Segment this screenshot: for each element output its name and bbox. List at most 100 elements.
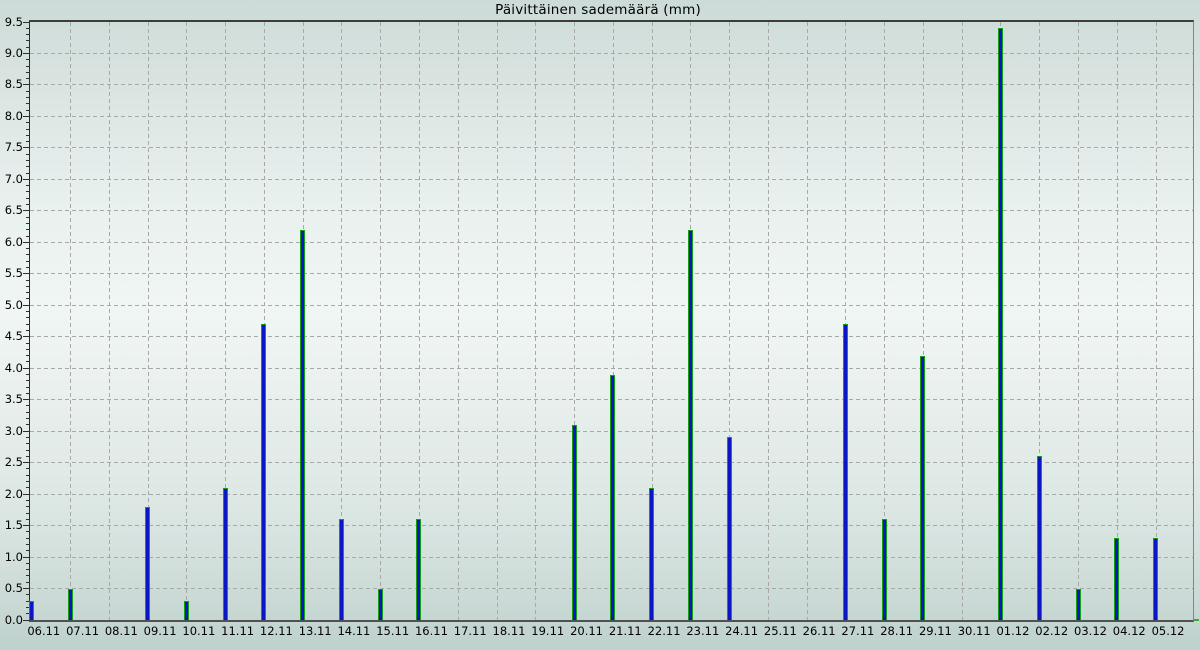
v-gridline bbox=[457, 22, 459, 620]
x-tick-label: 08.11 bbox=[104, 624, 138, 638]
y-tick-minor bbox=[26, 298, 29, 300]
bar bbox=[1114, 538, 1120, 620]
bar bbox=[881, 519, 887, 620]
x-tick-label: 18.11 bbox=[492, 624, 526, 638]
y-tick-minor bbox=[26, 103, 29, 105]
x-tick-label: 29.11 bbox=[918, 624, 952, 638]
y-tick-minor bbox=[26, 594, 29, 596]
y-tick-minor bbox=[26, 424, 29, 426]
bar bbox=[338, 519, 344, 620]
y-tick-major bbox=[23, 588, 29, 590]
y-tick-label: 5.0 bbox=[4, 297, 23, 312]
v-gridline bbox=[186, 22, 188, 620]
v-gridline bbox=[961, 22, 963, 620]
h-gridline bbox=[30, 367, 1193, 369]
y-tick-minor bbox=[26, 185, 29, 187]
y-tick-minor bbox=[26, 285, 29, 287]
v-gridline bbox=[496, 22, 498, 620]
y-tick-label: 9.0 bbox=[4, 45, 23, 60]
v-gridline bbox=[1078, 22, 1079, 620]
y-tick-minor bbox=[26, 46, 29, 48]
y-tick-label: 5.5 bbox=[4, 266, 23, 281]
y-tick-minor bbox=[26, 468, 29, 470]
y-tick-label: 6.5 bbox=[4, 203, 23, 218]
bar bbox=[610, 374, 616, 620]
y-tick-minor bbox=[26, 386, 29, 388]
y-tick-major bbox=[23, 52, 29, 54]
bar bbox=[920, 355, 926, 620]
x-tick-label: 19.11 bbox=[531, 624, 565, 638]
h-gridline bbox=[30, 273, 1193, 275]
y-tick-minor bbox=[26, 613, 29, 615]
y-tick-minor bbox=[26, 499, 29, 501]
v-gridline bbox=[1155, 22, 1157, 620]
y-tick-minor bbox=[26, 323, 29, 325]
y-tick-minor bbox=[26, 216, 29, 218]
bar bbox=[726, 437, 732, 620]
y-tick-label: 9.5 bbox=[4, 14, 23, 29]
y-tick-label: 7.0 bbox=[4, 171, 23, 186]
y-tick-label: 4.5 bbox=[4, 329, 23, 344]
y-tick-minor bbox=[26, 329, 29, 331]
x-tick-label: 24.11 bbox=[725, 624, 759, 638]
y-tick-major bbox=[23, 241, 29, 243]
y-tick-minor bbox=[26, 317, 29, 319]
y-tick-minor bbox=[26, 97, 29, 99]
x-tick-label: 01.12 bbox=[996, 624, 1030, 638]
baseline-green-segment bbox=[1193, 619, 1199, 621]
y-tick-major bbox=[23, 493, 29, 495]
y-tick-minor bbox=[26, 122, 29, 124]
h-gridline bbox=[30, 241, 1193, 243]
y-tick-label: 0.0 bbox=[4, 612, 23, 627]
y-tick-major bbox=[23, 336, 29, 338]
v-gridline bbox=[108, 22, 110, 620]
y-tick-major bbox=[23, 430, 29, 432]
y-tick-minor bbox=[26, 474, 29, 476]
h-gridline bbox=[30, 304, 1193, 306]
y-tick-minor bbox=[26, 71, 29, 73]
y-tick-minor bbox=[26, 581, 29, 583]
y-tick-label: 4.0 bbox=[4, 360, 23, 375]
x-tick-label: 07.11 bbox=[66, 624, 100, 638]
x-tick-label: 02.12 bbox=[1035, 624, 1069, 638]
x-tick-label: 06.11 bbox=[27, 624, 61, 638]
v-gridline bbox=[380, 22, 382, 620]
y-tick-label: 2.0 bbox=[4, 486, 23, 501]
y-tick-minor bbox=[26, 279, 29, 281]
x-tick-label: 17.11 bbox=[453, 624, 487, 638]
y-tick-major bbox=[23, 462, 29, 464]
x-tick-label: 04.12 bbox=[1112, 624, 1146, 638]
bar bbox=[1153, 538, 1159, 620]
x-tick-label: 25.11 bbox=[763, 624, 797, 638]
bar bbox=[145, 506, 151, 620]
h-gridline bbox=[30, 52, 1193, 54]
x-tick-label: 27.11 bbox=[841, 624, 875, 638]
y-tick-minor bbox=[26, 166, 29, 168]
y-tick-major bbox=[23, 273, 29, 275]
y-tick-major bbox=[23, 556, 29, 558]
y-tick-minor bbox=[26, 191, 29, 193]
x-tick-label: 05.12 bbox=[1151, 624, 1185, 638]
y-tick-major bbox=[23, 84, 29, 86]
x-tick-label: 26.11 bbox=[802, 624, 836, 638]
x-tick-label: 15.11 bbox=[376, 624, 410, 638]
v-gridline bbox=[70, 22, 72, 620]
y-tick-minor bbox=[26, 222, 29, 224]
y-tick-major bbox=[23, 147, 29, 149]
y-tick-minor bbox=[26, 487, 29, 489]
y-tick-minor bbox=[26, 159, 29, 161]
x-tick-label: 22.11 bbox=[647, 624, 681, 638]
bar bbox=[842, 324, 848, 620]
y-tick-minor bbox=[26, 292, 29, 294]
x-tick-label: 09.11 bbox=[143, 624, 177, 638]
y-tick-minor bbox=[26, 229, 29, 231]
h-gridline bbox=[30, 115, 1193, 117]
y-tick-minor bbox=[26, 342, 29, 344]
y-tick-minor bbox=[26, 374, 29, 376]
y-tick-minor bbox=[26, 392, 29, 394]
y-tick-major bbox=[23, 619, 29, 621]
y-tick-minor bbox=[26, 254, 29, 256]
y-tick-minor bbox=[26, 569, 29, 571]
chart-title: Päivittäinen sademäärä (mm) bbox=[495, 2, 701, 18]
bar bbox=[67, 588, 73, 620]
